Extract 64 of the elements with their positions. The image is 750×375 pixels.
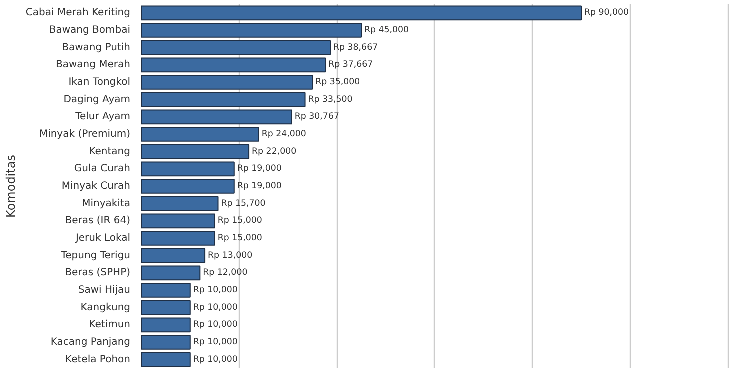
y-tick-label: Ketimun <box>89 320 130 331</box>
bar <box>142 110 292 125</box>
data-label: Rp 10,000 <box>193 320 238 330</box>
bar <box>142 231 216 246</box>
data-label: Rp 38,667 <box>334 42 378 53</box>
bar <box>142 248 206 264</box>
data-label: Rp 90,000 <box>584 8 630 18</box>
data-label: Rp 45,000 <box>364 26 410 36</box>
bar <box>142 352 191 368</box>
y-tick-label: Kentang <box>89 146 131 158</box>
data-label: Rp 10,000 <box>193 286 238 296</box>
data-label: Rp 35,000 <box>316 78 360 88</box>
y-tick-label: Tepung Terigu <box>60 250 130 262</box>
bar <box>142 300 191 316</box>
y-axis-title: Komoditas <box>4 155 18 218</box>
y-tick-label: Jeruk Lokal <box>74 233 131 244</box>
y-tick-label: Cabai Merah Keriting <box>26 8 131 19</box>
bar <box>142 214 216 229</box>
bar <box>142 58 326 73</box>
bar <box>142 162 235 177</box>
y-tick-label: Beras (SPHP) <box>65 268 131 279</box>
y-tick-label: Ketela Pohon <box>66 354 131 366</box>
bar <box>142 335 191 350</box>
data-label: Rp 15,000 <box>218 216 262 226</box>
bar <box>142 283 191 298</box>
y-tick-label: Sawi Hijau <box>78 285 131 296</box>
y-tick-label: Daging Ayam <box>64 94 131 106</box>
bar <box>142 23 362 38</box>
y-tick-label: Bawang Merah <box>56 60 131 71</box>
y-tick-label: Telur Ayam <box>74 112 131 123</box>
bar <box>142 40 332 56</box>
data-label: Rp 13,000 <box>208 250 253 261</box>
bar <box>142 127 260 142</box>
y-tick-label: Kacang Panjang <box>50 337 130 348</box>
y-tick-label: Kangkung <box>80 302 130 314</box>
bar <box>142 266 201 281</box>
y-tick-label: Gula Curah <box>74 164 131 175</box>
data-label: Rp 15,700 <box>221 198 266 209</box>
y-tick-label: Bawang Bombai <box>49 25 131 36</box>
bar <box>142 92 306 108</box>
data-label: Rp 30,767 <box>294 112 340 122</box>
bar <box>142 75 314 90</box>
data-label: Rp 33,500 <box>308 94 353 105</box>
bar <box>142 196 219 212</box>
bar <box>142 179 235 194</box>
data-label: Rp 15,000 <box>218 234 262 244</box>
bar <box>142 318 191 333</box>
data-label: Rp 19,000 <box>237 182 282 192</box>
data-label: Rp 10,000 <box>193 354 238 365</box>
data-label: Rp 22,000 <box>252 146 297 157</box>
y-tick-label: Minyak (Premium) <box>39 129 131 140</box>
y-tick-label: Ikan Tongkol <box>68 77 131 88</box>
data-label: Rp 24,000 <box>262 130 306 140</box>
y-tick-label: Minyakita <box>82 198 131 210</box>
data-label: Rp 10,000 <box>193 338 238 348</box>
data-label: Rp 19,000 <box>237 164 282 174</box>
bar <box>142 144 250 160</box>
bar <box>142 6 582 21</box>
data-label: Rp 10,000 <box>193 302 238 313</box>
y-tick-label: Minyak Curah <box>62 181 131 192</box>
y-tick-label: Bawang Putih <box>62 42 130 54</box>
y-tick-label: Beras (IR 64) <box>65 216 131 227</box>
data-label: Rp 37,667 <box>328 60 374 70</box>
data-label: Rp 12,000 <box>203 268 248 278</box>
